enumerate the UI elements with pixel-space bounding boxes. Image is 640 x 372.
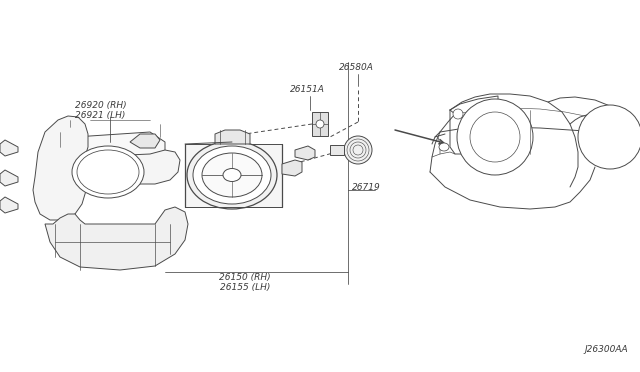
Text: 26150 (RH): 26150 (RH) — [219, 273, 271, 282]
Polygon shape — [215, 130, 250, 144]
Circle shape — [457, 99, 533, 175]
Polygon shape — [282, 160, 302, 176]
Text: 26921 (LH): 26921 (LH) — [75, 111, 125, 120]
Polygon shape — [330, 145, 344, 155]
Polygon shape — [295, 146, 315, 160]
Polygon shape — [185, 144, 282, 207]
Text: 26920 (RH): 26920 (RH) — [75, 101, 127, 110]
Polygon shape — [60, 132, 165, 167]
Text: 26580A: 26580A — [339, 63, 373, 72]
Polygon shape — [33, 116, 180, 220]
Polygon shape — [45, 207, 188, 270]
Ellipse shape — [187, 141, 277, 209]
Ellipse shape — [193, 146, 271, 204]
Ellipse shape — [77, 150, 139, 194]
Circle shape — [316, 120, 324, 128]
Ellipse shape — [223, 169, 241, 182]
Polygon shape — [0, 197, 18, 213]
Text: J26300AA: J26300AA — [584, 345, 628, 354]
Circle shape — [453, 109, 463, 119]
Circle shape — [578, 105, 640, 169]
Text: 26151A: 26151A — [290, 85, 325, 94]
Polygon shape — [0, 140, 18, 156]
Ellipse shape — [72, 146, 144, 198]
Ellipse shape — [439, 143, 449, 151]
Text: 26719: 26719 — [352, 183, 381, 192]
Polygon shape — [130, 134, 160, 148]
Text: 26155 (LH): 26155 (LH) — [220, 283, 270, 292]
Polygon shape — [0, 170, 18, 186]
Ellipse shape — [202, 153, 262, 197]
Ellipse shape — [344, 136, 372, 164]
Polygon shape — [312, 112, 328, 136]
Circle shape — [470, 112, 520, 162]
